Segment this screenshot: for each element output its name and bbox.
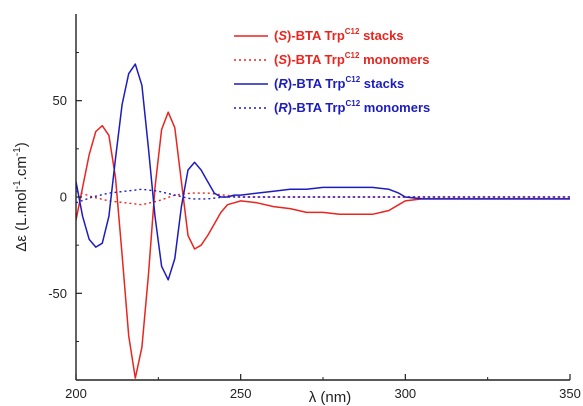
legend: (S)-BTA TrpC12 stacks (S)-BTA TrpC12 mono… (234, 27, 430, 115)
series-line-4 (76, 188, 570, 204)
axes: 200 250 300 350 -50 0 50 λ (nm) Δε (L.mol-1.cm-1… (12, 14, 581, 406)
legend-label-4: (R)-BTA TrpC12 monomers (274, 99, 430, 115)
x-tick-label: 250 (230, 386, 252, 401)
legend-label-1: (S)-BTA TrpC12 stacks (274, 27, 404, 43)
x-tick-label: 300 (394, 386, 416, 401)
y-tick-label: 50 (53, 93, 67, 108)
x-axis-title: λ (nm) (309, 389, 352, 406)
series-line-2 (76, 190, 570, 206)
series-group (76, 63, 570, 379)
legend-label-2: (S)-BTA TrpC12 monomers (274, 51, 430, 67)
series-line-1 (76, 111, 570, 379)
x-tick-label: 200 (65, 386, 87, 401)
y-axis-title: Δε (L.mol-1.cm-1) (12, 142, 30, 252)
y-tick-label: 0 (60, 190, 67, 205)
plot-area (76, 63, 570, 379)
x-tick-label: 350 (559, 386, 581, 401)
legend-label-3: (R)-BTA TrpC12 stacks (274, 75, 404, 91)
y-tick-label: -50 (48, 286, 67, 301)
series-line-3 (76, 63, 570, 281)
